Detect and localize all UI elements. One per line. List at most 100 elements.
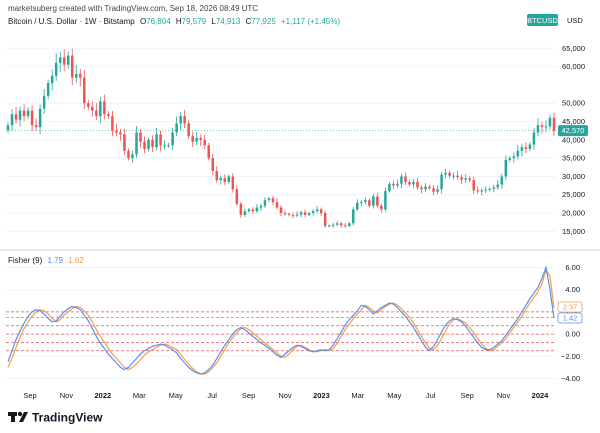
price-tick-label: 50,000 [562, 99, 585, 108]
candle [532, 127, 536, 150]
candle [54, 53, 58, 81]
candle [123, 128, 126, 155]
candle-body [536, 125, 540, 133]
candle [167, 142, 170, 148]
candle-body [203, 139, 206, 146]
candle [223, 174, 227, 186]
candle [536, 118, 540, 137]
candle [468, 176, 471, 183]
candle [472, 176, 475, 194]
candle-body [283, 213, 287, 215]
candle [404, 172, 407, 186]
candle-body [70, 55, 74, 78]
candle-body [211, 158, 214, 171]
candle-body [99, 101, 102, 117]
candle [432, 185, 435, 196]
candle-body [267, 198, 271, 201]
open-label: O [140, 17, 146, 26]
candle-body [424, 186, 427, 190]
price-tick-label: 15,000 [562, 227, 585, 236]
symbol-line: Bitcoin / U.S. Dollar · 1W · Bitstamp [8, 17, 135, 26]
time-tick-label: Sep [23, 391, 36, 400]
candle [516, 145, 520, 160]
time-tick-label: Mar [133, 391, 146, 400]
time-tick-label: Sep [460, 391, 473, 400]
time-tick-label: Mar [351, 391, 364, 400]
candle-body [111, 116, 114, 131]
fisher-badge-bg [557, 312, 583, 324]
symbol-badge-bg [527, 14, 558, 26]
close-value: 77,925 [251, 17, 276, 26]
candle-body [496, 184, 500, 188]
candle-body [26, 110, 30, 117]
candle [436, 185, 439, 195]
candle [95, 103, 98, 121]
trigger-badge: 2.37 [563, 303, 578, 312]
candle-body [34, 125, 38, 128]
candle-body [263, 200, 267, 206]
candle [299, 210, 303, 218]
candle [452, 172, 455, 180]
candle-body [171, 132, 174, 146]
candle [464, 174, 467, 183]
fisher-value: 1.79 [47, 256, 63, 265]
candle-body [87, 103, 90, 107]
candle [520, 143, 524, 157]
candle [484, 186, 487, 194]
candle [46, 79, 50, 100]
candle [372, 193, 375, 209]
candle [408, 180, 411, 187]
fisher-legend: Fisher (9) 1.79 1.62 [8, 256, 84, 265]
candle [488, 187, 492, 192]
candle [22, 104, 26, 122]
candle-body [339, 223, 343, 226]
candle-body [10, 114, 14, 126]
fisher-tick-label: −4.00 [561, 374, 580, 383]
candle-body [408, 181, 411, 185]
candle [143, 136, 146, 154]
candle-body [420, 187, 423, 190]
fisher-label: Fisher (9) [8, 256, 43, 265]
candle-body [139, 132, 142, 142]
candle [171, 127, 174, 151]
candle [420, 185, 423, 194]
candle [75, 65, 78, 83]
candle [291, 212, 295, 219]
candle-body [352, 209, 355, 224]
candle-body [103, 101, 106, 115]
candle [58, 51, 62, 73]
candle-body [215, 170, 219, 181]
candle [235, 185, 239, 206]
candle [211, 154, 214, 176]
candle-body [356, 202, 359, 210]
candle [207, 142, 210, 161]
price-tick-label: 60,000 [562, 62, 585, 71]
candle-body [400, 176, 403, 184]
candle-body [464, 178, 467, 180]
candle-body [436, 189, 439, 192]
candle [6, 122, 10, 133]
time-tick-label: Sep [242, 391, 255, 400]
candle [335, 220, 339, 227]
candle [183, 109, 186, 129]
candle [528, 142, 532, 152]
candle-body [50, 75, 54, 84]
candle [460, 174, 463, 185]
candle-body [388, 183, 391, 192]
candle [111, 110, 114, 137]
candle [368, 198, 371, 208]
fisher-tick-label: 4.00 [565, 285, 580, 294]
candle-body [376, 196, 379, 206]
candle [396, 179, 399, 189]
fisher-tick-label: 0.00 [565, 330, 580, 339]
candle-body [315, 209, 319, 212]
candle-body [235, 189, 239, 204]
candle-body [18, 110, 22, 120]
candle [524, 142, 528, 154]
candle [323, 210, 327, 228]
candle [356, 199, 359, 212]
candle-body [239, 203, 243, 215]
candle-body [412, 181, 415, 185]
candle-body [123, 134, 126, 151]
